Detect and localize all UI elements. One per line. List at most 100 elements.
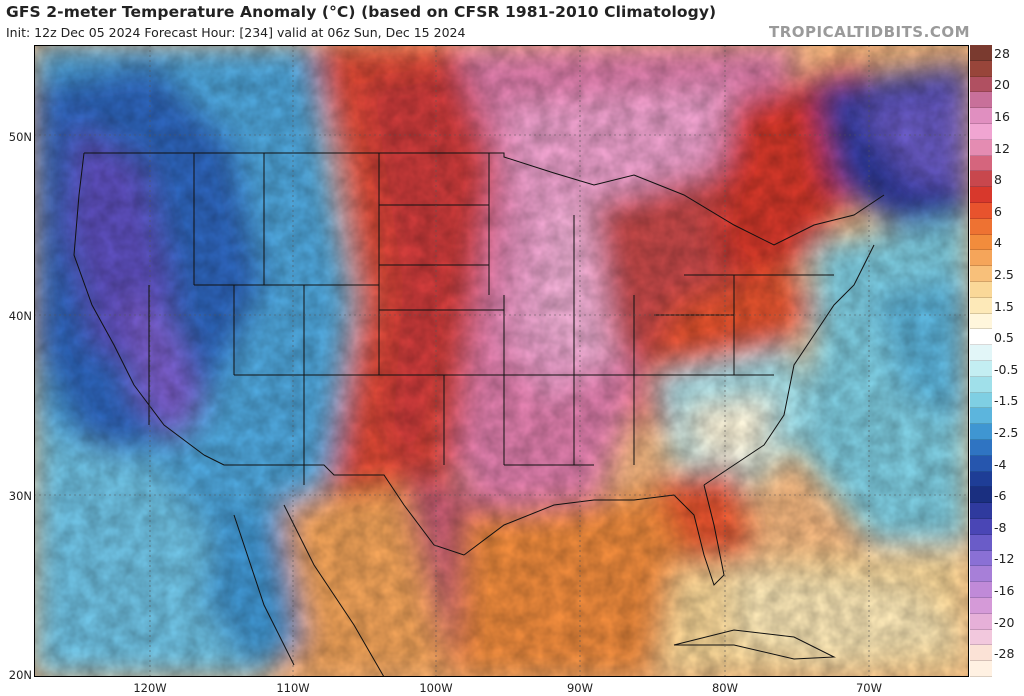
colorbar-level: 1.5 xyxy=(970,297,1024,314)
colorbar-label: 6 xyxy=(994,203,1002,219)
lon-label-120w: 120W xyxy=(133,681,167,695)
colorbar-level xyxy=(970,598,1024,614)
colorbar-label: 0.5 xyxy=(994,330,1014,346)
colorbar-level xyxy=(970,155,1024,172)
colorbar-swatch xyxy=(970,282,992,298)
colorbar-level xyxy=(970,282,1024,298)
colorbar-level xyxy=(970,218,1024,235)
forecast-info: Init: 12z Dec 05 2024 Forecast Hour: [23… xyxy=(6,25,466,40)
colorbar-swatch xyxy=(970,629,992,646)
colorbar-level xyxy=(970,534,1024,551)
colorbar-label: 4 xyxy=(994,235,1002,251)
colorbar-swatch xyxy=(970,519,992,535)
colorbar-level xyxy=(970,345,1024,361)
colorbar-label: -1.5 xyxy=(994,393,1019,409)
colorbar-swatch xyxy=(970,566,992,583)
colorbar-label: -16 xyxy=(994,583,1015,599)
colorbar-level xyxy=(970,503,1024,519)
colorbar-label: 28 xyxy=(994,45,1010,61)
colorbar-swatch xyxy=(970,424,992,440)
colorbar-swatch xyxy=(970,234,992,251)
colorbar-swatch xyxy=(970,108,992,124)
colorbar-level: 12 xyxy=(970,139,1024,156)
colorbar-level: -1.5 xyxy=(970,392,1024,409)
colorbar-level xyxy=(970,376,1024,393)
site-watermark: TROPICALTIDBITS.COM xyxy=(769,23,970,41)
colorbar-swatch xyxy=(970,155,992,172)
colorbar-swatch xyxy=(970,392,992,409)
colorbar-swatch xyxy=(970,313,992,330)
colorbar-swatch xyxy=(970,76,992,93)
colorbar-swatch xyxy=(970,361,992,377)
political-boundaries xyxy=(73,152,885,677)
colorbar-swatch xyxy=(970,440,992,456)
colorbar-level: 0.5 xyxy=(970,329,1024,345)
colorbar-level xyxy=(970,187,1024,203)
lat-label-20n: 20N xyxy=(8,668,32,682)
lon-label-70w: 70W xyxy=(855,681,883,695)
colorbar-swatch xyxy=(970,250,992,267)
colorbar-swatch xyxy=(970,408,992,425)
colorbar-level: 20 xyxy=(970,76,1024,93)
colorbar-level: 6 xyxy=(970,203,1024,219)
colorbar-level: -6 xyxy=(970,487,1024,503)
colorbar-swatch xyxy=(970,613,992,630)
colorbar-level: -28 xyxy=(970,645,1024,661)
colorbar-label: 2.5 xyxy=(994,267,1014,283)
colorbar-swatch xyxy=(970,645,992,662)
colorbar-level xyxy=(970,124,1024,140)
colorbar-level: 8 xyxy=(970,171,1024,187)
colorbar-level xyxy=(970,471,1024,488)
lon-label-90w: 90W xyxy=(566,681,594,695)
colorbar-level xyxy=(970,250,1024,267)
colorbar-level: -16 xyxy=(970,582,1024,598)
colorbar-level xyxy=(970,661,1024,677)
colorbar-level: -4 xyxy=(970,455,1024,472)
colorbar-swatch xyxy=(970,297,992,314)
colorbar-label: -12 xyxy=(994,551,1015,567)
colorbar-level: -8 xyxy=(970,519,1024,535)
colorbar-level xyxy=(970,313,1024,330)
colorbar-level xyxy=(970,60,1024,77)
colorbar-swatch xyxy=(970,503,992,519)
colorbar-label: -4 xyxy=(994,456,1007,472)
colorbar-label: 8 xyxy=(994,172,1002,188)
lon-label-110w: 110W xyxy=(276,681,310,695)
colorbar-swatch xyxy=(970,139,992,156)
colorbar-level: -12 xyxy=(970,550,1024,567)
colorbar-swatch xyxy=(970,598,992,614)
colorbar-swatch xyxy=(970,92,992,109)
colorbar-swatch xyxy=(970,661,992,677)
colorbar-label: -20 xyxy=(994,614,1015,630)
colorbar-label: -2.5 xyxy=(994,425,1019,441)
colorbar-level xyxy=(970,92,1024,109)
colorbar-label: 12 xyxy=(994,140,1010,156)
colorbar-level: 2.5 xyxy=(970,266,1024,282)
colorbar-level: -0.5 xyxy=(970,361,1024,377)
colorbar-swatch xyxy=(970,487,992,504)
colorbar-level xyxy=(970,408,1024,425)
colorbar-swatch xyxy=(970,187,992,203)
colorbar-swatch xyxy=(970,45,992,61)
colorbar-swatch xyxy=(970,329,992,346)
colorbar-label: 1.5 xyxy=(994,298,1014,314)
colorbar-swatch xyxy=(970,218,992,235)
lon-label-80w: 80W xyxy=(711,681,739,695)
colorbar-level: 4 xyxy=(970,234,1024,251)
colorbar-swatch xyxy=(970,124,992,140)
colorbar-level: -2.5 xyxy=(970,424,1024,440)
colorbar-label: -0.5 xyxy=(994,361,1019,377)
colorbar-level xyxy=(970,629,1024,646)
colorbar-swatch xyxy=(970,376,992,393)
lon-label-100w: 100W xyxy=(419,681,453,695)
colorbar-swatch xyxy=(970,471,992,488)
colorbar-swatch xyxy=(970,455,992,472)
lat-label-30n: 30N xyxy=(8,489,32,503)
colorbar-swatch xyxy=(970,534,992,551)
map-title: GFS 2-meter Temperature Anomaly (°C) (ba… xyxy=(6,3,717,21)
colorbar-level: 16 xyxy=(970,108,1024,124)
colorbar-swatch xyxy=(970,60,992,77)
lat-label-40n: 40N xyxy=(8,309,32,323)
colorbar-swatch xyxy=(970,203,992,219)
colorbar-swatch xyxy=(970,582,992,598)
